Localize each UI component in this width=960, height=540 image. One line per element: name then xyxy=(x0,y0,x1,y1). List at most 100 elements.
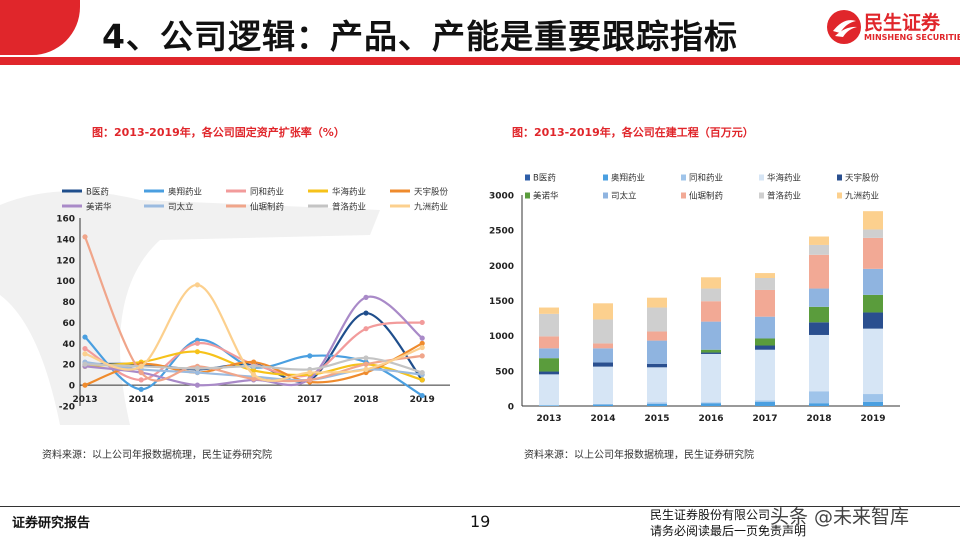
legend-label: 司太立 xyxy=(611,191,637,202)
y-tick-label: 1000 xyxy=(489,332,514,342)
legend-item: 美诺华 xyxy=(62,202,112,213)
bar-segment xyxy=(755,401,775,406)
bar-segment xyxy=(701,277,721,289)
right-chart-bars xyxy=(539,211,883,406)
x-tick-label: 2014 xyxy=(129,395,154,405)
bar-stack xyxy=(755,273,775,406)
bar-segment xyxy=(863,229,883,238)
data-point xyxy=(138,377,144,383)
legend-label: 同和药业 xyxy=(689,173,723,184)
y-tick-label: 0 xyxy=(508,403,514,413)
y-tick-label: 2000 xyxy=(489,262,514,272)
x-tick-label: 2016 xyxy=(698,414,723,424)
legend-item: 九洲药业 xyxy=(390,202,448,213)
right-chart-axes: 0 500 1000 1500 2000 2500 3000 2013 2014 2015 2016… xyxy=(489,192,900,424)
legend-item: 仙琚制药 xyxy=(226,202,284,213)
bar-segment xyxy=(647,363,667,368)
bar-segment xyxy=(539,336,559,349)
left-chart-source: 资料来源：以上公司年报数据梳理，民生证券研究院 xyxy=(42,450,272,461)
y-tick-label: 0 xyxy=(69,382,75,392)
bar-segment xyxy=(863,294,883,313)
bar-segment xyxy=(701,288,721,302)
bar-segment xyxy=(809,244,829,255)
data-point xyxy=(194,365,200,371)
data-point xyxy=(251,359,257,365)
bar-segment xyxy=(593,343,613,349)
bar-segment xyxy=(809,322,829,335)
data-point xyxy=(363,366,369,373)
data-point xyxy=(307,353,313,359)
x-tick-label: 2019 xyxy=(860,414,885,424)
data-point xyxy=(82,234,88,240)
legend-label: 奥翔药业 xyxy=(168,187,202,198)
y-tick-label: -20 xyxy=(59,403,75,413)
legend-item: 天宇股份 xyxy=(390,187,449,198)
legend-label: 普洛药业 xyxy=(332,202,366,213)
legend-label: 普洛药业 xyxy=(767,191,801,202)
data-point xyxy=(363,294,369,300)
data-point xyxy=(251,372,257,378)
legend-item: 司太立 xyxy=(144,202,194,213)
x-tick-label: 2018 xyxy=(353,395,378,405)
legend-swatch xyxy=(603,174,608,181)
y-tick-label: 60 xyxy=(62,319,75,329)
bar-segment xyxy=(755,400,775,402)
bar-segment xyxy=(593,366,613,404)
data-point xyxy=(363,355,369,361)
left-chart-lines xyxy=(82,234,425,399)
data-point xyxy=(419,344,425,351)
x-tick-label: 2019 xyxy=(410,395,435,405)
footer-company: 民生证券股份有限公司 xyxy=(650,508,771,522)
data-point xyxy=(82,351,88,357)
logo-text-cn: 民生证券 xyxy=(864,12,941,34)
data-point xyxy=(419,340,425,346)
data-point xyxy=(82,345,88,352)
legend-swatch xyxy=(525,174,530,181)
legend-label: 九洲药业 xyxy=(845,191,879,202)
bar-segment xyxy=(755,289,775,317)
bar-segment xyxy=(701,353,721,403)
legend-swatch xyxy=(681,174,686,181)
legend-swatch xyxy=(759,192,764,199)
data-point xyxy=(82,361,88,367)
bar-segment xyxy=(593,404,613,406)
bar-segment xyxy=(593,362,613,367)
legend-item: 仙琚制药 xyxy=(681,191,723,202)
legend-swatch xyxy=(681,192,686,199)
bar-segment xyxy=(539,374,559,406)
bar-segment xyxy=(863,328,883,395)
y-tick-label: 1500 xyxy=(489,297,514,307)
data-point xyxy=(194,282,200,288)
x-tick-label: 2017 xyxy=(752,414,777,424)
bar-segment xyxy=(809,236,829,245)
legend-swatch xyxy=(837,192,842,199)
data-point xyxy=(419,392,425,399)
data-point xyxy=(194,340,200,346)
logo-text-en: MINSHENG SECURITIES xyxy=(864,33,960,42)
bar-stack xyxy=(809,236,829,406)
bar-segment xyxy=(863,268,883,295)
legend-item: 司太立 xyxy=(603,191,637,202)
bar-segment xyxy=(593,303,613,320)
footer-disclaimer: 请务必阅读最后一页免责声明 xyxy=(650,524,807,538)
legend-item: 同和药业 xyxy=(681,173,723,184)
y-tick-label: 80 xyxy=(62,298,75,308)
page-title: 4、公司逻辑：产品、产能是重要跟踪指标 xyxy=(102,17,738,56)
bar-segment xyxy=(539,307,559,314)
bar-stack xyxy=(539,307,559,406)
y-tick-label: 140 xyxy=(56,235,75,245)
data-point xyxy=(82,382,88,388)
bar-stack xyxy=(593,303,613,406)
legend-item: 华海药业 xyxy=(308,187,366,198)
bar-segment xyxy=(539,371,559,375)
data-point xyxy=(194,382,200,388)
bar-segment xyxy=(809,403,829,406)
bar-segment xyxy=(809,306,829,323)
bar-segment xyxy=(647,403,667,406)
legend-label: B医药 xyxy=(533,173,556,184)
legend-label: 奥翔药业 xyxy=(611,173,645,184)
bar-segment xyxy=(863,312,883,329)
